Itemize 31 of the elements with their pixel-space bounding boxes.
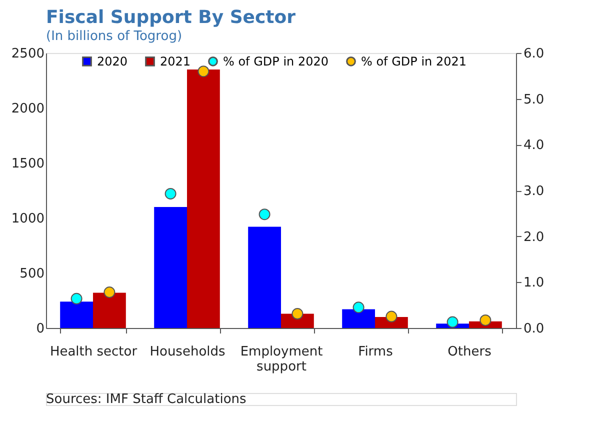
y-tick-label: 500 [20, 266, 44, 282]
y-tick-label: 1500 [11, 156, 44, 172]
x-tick-label: Firms [358, 344, 394, 360]
bar [154, 207, 187, 328]
y-tick-label: 0 [36, 322, 44, 336]
bar [60, 302, 93, 328]
legend-label: 2020 [97, 54, 128, 68]
bar [342, 309, 375, 328]
chart-title: Fiscal Support By Sector [46, 7, 296, 28]
legend-label: % of GDP in 2021 [361, 54, 466, 68]
bar [187, 70, 220, 328]
y2-tick-label: 5.0 [524, 92, 544, 108]
bar [93, 292, 126, 328]
x-tick-label: Households [150, 344, 226, 360]
y2-tick-label: 2.0 [524, 230, 544, 245]
y-tick-label: 2000 [11, 102, 44, 116]
x-tick-label: Others [448, 344, 492, 360]
source-note: Sources: IMF Staff Calculations [46, 392, 247, 407]
y-tick-label: 2500 [11, 46, 44, 62]
y2-tick-label: 6.0 [524, 46, 544, 62]
y2-tick-label: 3.0 [524, 184, 544, 199]
y2-tick-label: 0.0 [524, 322, 544, 336]
legend-label: 2021 [160, 54, 191, 68]
x-tick-label: Health sector [50, 344, 138, 360]
x-tick-label: Employment support [240, 344, 323, 374]
bar [248, 226, 281, 328]
y-tick-label: 1000 [11, 212, 44, 226]
y2-tick-label: 4.0 [524, 138, 544, 154]
y2-tick-label: 1.0 [524, 276, 544, 291]
chart-subtitle: (In billions of Togrog) [46, 29, 182, 44]
legend-label: % of GDP in 2020 [223, 54, 328, 68]
